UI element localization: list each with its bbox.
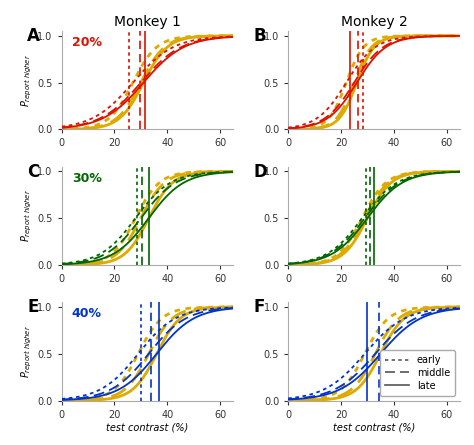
Title: Monkey 2: Monkey 2 — [341, 15, 407, 28]
Y-axis label: $P_{report\ higher}$: $P_{report\ higher}$ — [20, 189, 35, 243]
Text: 20%: 20% — [72, 36, 102, 49]
Text: A: A — [27, 27, 40, 45]
Y-axis label: $P_{report\ higher}$: $P_{report\ higher}$ — [20, 53, 35, 107]
Text: D: D — [254, 163, 268, 181]
X-axis label: test contrast (%): test contrast (%) — [333, 422, 415, 432]
X-axis label: test contrast (%): test contrast (%) — [106, 422, 189, 432]
Text: B: B — [254, 27, 266, 45]
Text: E: E — [27, 298, 39, 316]
Title: Monkey 1: Monkey 1 — [114, 15, 181, 28]
Text: F: F — [254, 298, 265, 316]
Legend: early, middle, late: early, middle, late — [380, 350, 455, 396]
Text: C: C — [27, 163, 39, 181]
Y-axis label: $P_{report\ higher}$: $P_{report\ higher}$ — [20, 325, 35, 378]
Text: 30%: 30% — [72, 172, 102, 185]
Text: 40%: 40% — [72, 307, 102, 320]
